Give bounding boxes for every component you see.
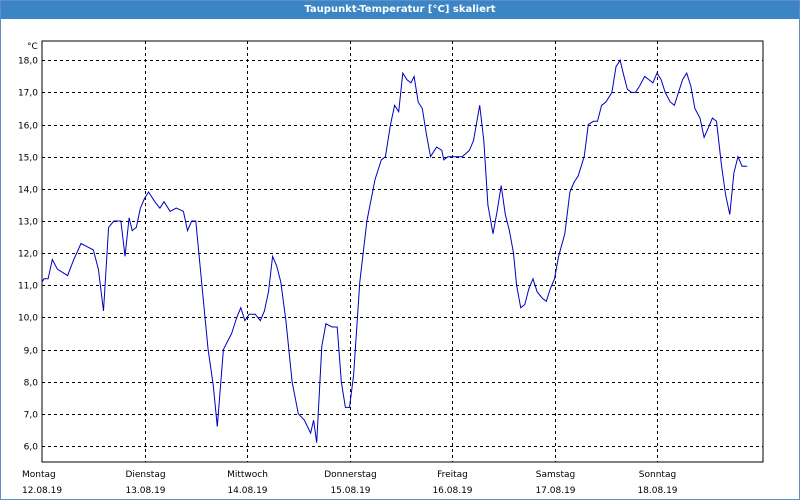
x-day-label: Dienstag	[125, 470, 165, 480]
x-day-label: Mittwoch	[227, 470, 268, 480]
x-date-label: 14.08.19	[227, 486, 267, 496]
x-date-label: 16.08.19	[432, 486, 472, 496]
y-tick-label: 18,0	[18, 57, 38, 67]
plot-area	[41, 40, 764, 463]
y-tick-label: 16,0	[18, 122, 38, 132]
x-date-label: 17.08.19	[535, 486, 575, 496]
x-day-label: Donnerstag	[324, 470, 377, 480]
x-day-label: Sonntag	[639, 470, 676, 480]
chart-title: Taupunkt-Temperatur [°C] skaliert	[1, 1, 799, 19]
y-tick-label: 13,0	[18, 218, 38, 228]
x-day-label: Freitag	[437, 470, 468, 480]
y-tick-label: 11,0	[18, 282, 38, 292]
y-tick-label: 12,0	[18, 250, 38, 260]
y-tick-label: 7,0	[24, 411, 39, 421]
x-date-label: 15.08.19	[330, 486, 370, 496]
x-day-label: Montag	[22, 470, 56, 480]
y-axis-unit: °C	[27, 42, 38, 52]
x-day-label: Samstag	[536, 470, 575, 480]
y-tick-label: 17,0	[18, 89, 38, 99]
y-tick-label: 9,0	[24, 347, 39, 357]
x-date-label: 12.08.19	[22, 486, 62, 496]
y-tick-label: 6,0	[24, 443, 39, 453]
dewpoint-series-line	[41, 59, 748, 443]
y-tick-label: 15,0	[18, 154, 38, 164]
x-date-label: 18.08.19	[637, 486, 677, 496]
x-date-label: 13.08.19	[125, 486, 165, 496]
y-tick-label: 10,0	[18, 314, 38, 324]
y-tick-label: 8,0	[24, 379, 39, 389]
y-tick-label: 14,0	[18, 186, 38, 196]
